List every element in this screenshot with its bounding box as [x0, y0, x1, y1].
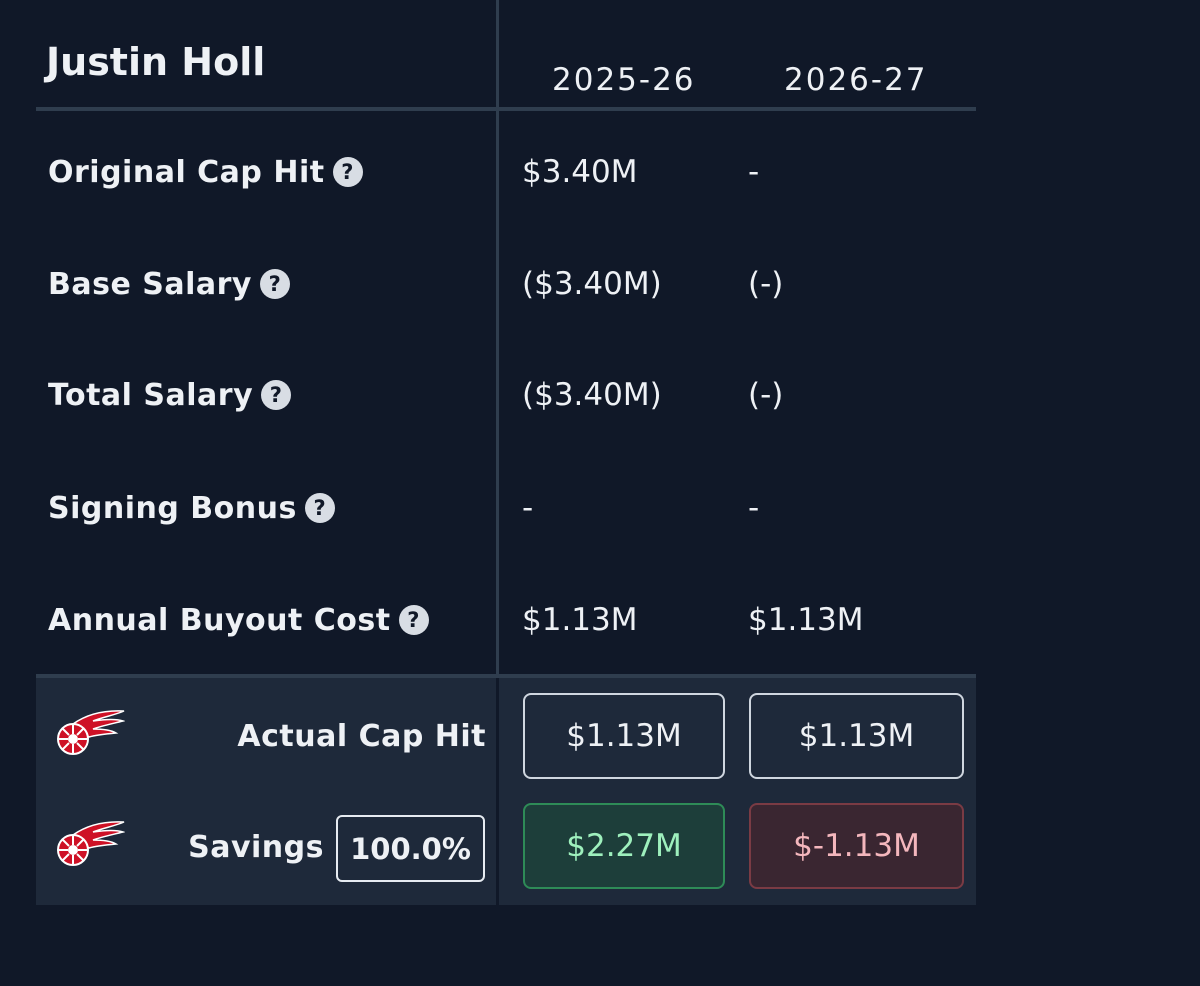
- value-2026-27: -: [748, 154, 760, 190]
- value-2025-26: ($3.40M): [522, 266, 662, 302]
- actual-cap-hit-label: Actual Cap Hit: [237, 718, 486, 754]
- row-annual-buyout-cost: Annual Buyout Cost ? $1.13M $1.13M: [0, 590, 976, 650]
- row-label: Total Salary ?: [48, 365, 292, 425]
- savings-label: Savings: [188, 829, 324, 865]
- summary-section: Actual Cap Hit $1.13M $1.13M Savings 100…: [36, 674, 976, 905]
- row-label: Base Salary ?: [48, 254, 290, 314]
- question-circle-icon[interactable]: ?: [260, 269, 290, 299]
- row-signing-bonus: Signing Bonus ? - -: [0, 478, 976, 538]
- savings-percent-badge: 100.0%: [336, 815, 485, 882]
- savings-2025-26: $2.27M: [523, 803, 725, 889]
- actual-cap-hit-2025-26: $1.13M: [523, 693, 725, 779]
- row-base-salary: Base Salary ? ($3.40M) (-): [0, 254, 976, 314]
- savings-2026-27: $-1.13M: [749, 803, 964, 889]
- value-2025-26: ($3.40M): [522, 377, 662, 413]
- player-name: Justin Holl: [46, 40, 266, 84]
- question-circle-icon[interactable]: ?: [398, 605, 429, 635]
- question-circle-icon[interactable]: ?: [304, 493, 335, 523]
- value-2026-27: (-): [748, 266, 784, 302]
- row-total-salary: Total Salary ? ($3.40M) (-): [0, 365, 976, 425]
- value-2026-27: (-): [748, 377, 784, 413]
- season-header-1: 2025-26: [552, 62, 696, 98]
- row-original-cap-hit: Original Cap Hit ? $3.40M -: [0, 142, 976, 202]
- summary-divider: [496, 678, 499, 905]
- question-circle-icon[interactable]: ?: [332, 157, 363, 187]
- actual-cap-hit-2026-27: $1.13M: [749, 693, 964, 779]
- value-2026-27: $1.13M: [748, 602, 864, 638]
- question-circle-icon[interactable]: ?: [261, 380, 292, 410]
- header-divider: [36, 107, 976, 111]
- red-wings-logo-icon: [57, 710, 125, 755]
- column-divider: [496, 0, 499, 905]
- row-label: Annual Buyout Cost ?: [48, 590, 429, 650]
- value-2025-26: $1.13M: [522, 602, 638, 638]
- red-wings-logo-icon: [57, 821, 125, 866]
- row-label: Original Cap Hit ?: [48, 142, 363, 202]
- value-2025-26: -: [522, 490, 534, 526]
- value-2025-26: $3.40M: [522, 154, 638, 190]
- season-header-2: 2026-27: [784, 62, 928, 98]
- value-2026-27: -: [748, 490, 760, 526]
- row-label: Signing Bonus ?: [48, 478, 335, 538]
